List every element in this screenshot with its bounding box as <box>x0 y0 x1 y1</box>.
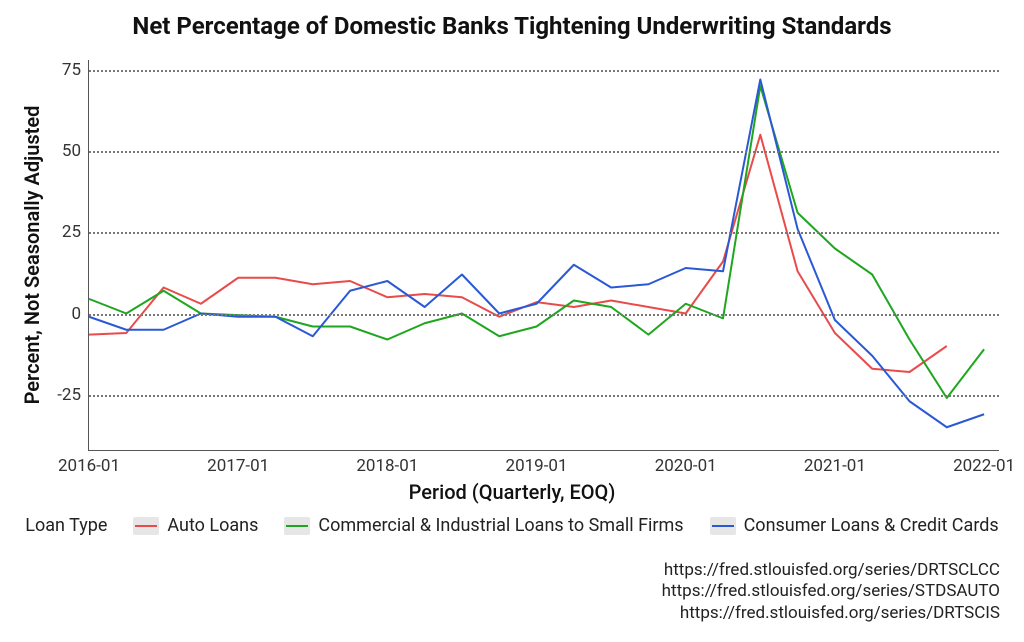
grid-line <box>89 151 999 153</box>
x-tick-label: 2017-01 <box>207 450 269 476</box>
y-tick-label: 0 <box>71 304 89 324</box>
series-line <box>89 80 984 428</box>
source-line: https://fred.stlouisfed.org/series/DRTSC… <box>662 603 1000 624</box>
series-line <box>89 86 984 398</box>
plot-area: -2502550752016-012017-012018-012019-0120… <box>88 60 999 451</box>
source-links: https://fred.stlouisfed.org/series/DRTSC… <box>662 560 1000 624</box>
x-tick-label: 2016-01 <box>58 450 120 476</box>
legend-swatch <box>710 517 736 535</box>
x-tick-label: 2021-01 <box>804 450 866 476</box>
source-line: https://fred.stlouisfed.org/series/DRTSC… <box>662 560 1000 581</box>
grid-line <box>89 232 999 234</box>
chart-container: Net Percentage of Domestic Banks Tighten… <box>0 0 1024 642</box>
grid-line <box>89 314 999 316</box>
legend-swatch <box>284 517 310 535</box>
x-tick-label: 2019-01 <box>506 450 568 476</box>
y-axis-label: Percent, Not Seasonally Adjusted <box>20 60 44 450</box>
x-tick-label: 2022-01 <box>953 450 1015 476</box>
y-tick-label: 25 <box>62 222 89 242</box>
legend-item: Commercial & Industrial Loans to Small F… <box>284 515 683 536</box>
legend-label: Commercial & Industrial Loans to Small F… <box>318 515 683 536</box>
grid-line <box>89 70 999 72</box>
x-tick-label: 2020-01 <box>655 450 717 476</box>
y-tick-label: -25 <box>57 385 89 405</box>
legend-item: Auto Loans <box>133 515 258 536</box>
source-line: https://fred.stlouisfed.org/series/STDSA… <box>662 581 1000 602</box>
x-axis-label: Period (Quarterly, EOQ) <box>0 480 1024 504</box>
chart-title: Net Percentage of Domestic Banks Tighten… <box>0 12 1024 40</box>
series-line <box>89 135 947 372</box>
y-tick-label: 75 <box>62 60 89 80</box>
legend-title: Loan Type <box>25 515 107 536</box>
legend-item: Consumer Loans & Credit Cards <box>710 515 999 536</box>
chart-lines <box>89 60 999 450</box>
x-tick-label: 2018-01 <box>356 450 418 476</box>
legend-label: Consumer Loans & Credit Cards <box>744 515 999 536</box>
y-tick-label: 50 <box>62 141 89 161</box>
grid-line <box>89 395 999 397</box>
legend: Loan Type Auto Loans Commercial & Industr… <box>0 515 1024 536</box>
legend-swatch <box>133 517 159 535</box>
legend-label: Auto Loans <box>167 515 258 536</box>
